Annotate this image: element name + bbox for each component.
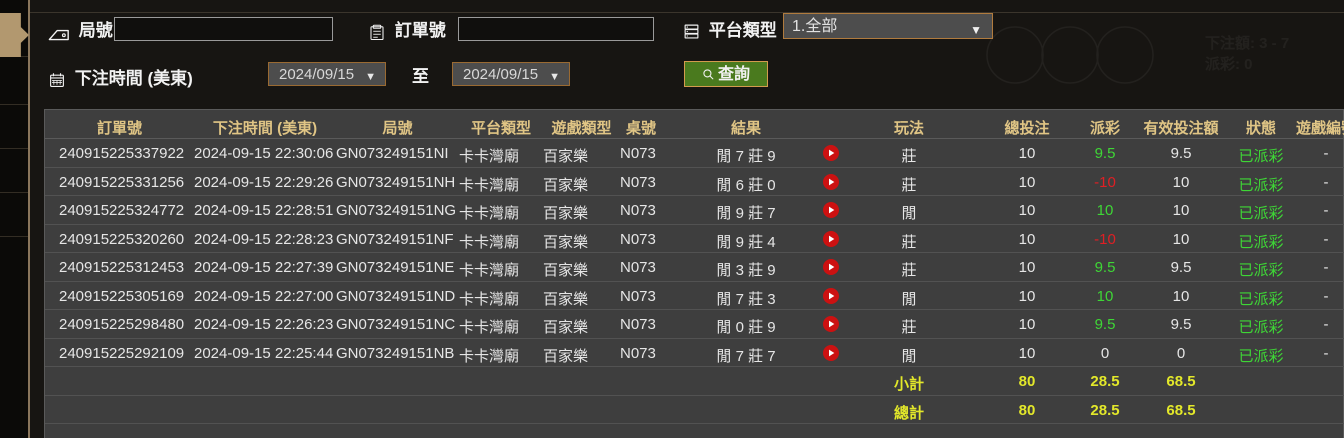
svg-text:下注額: 3 - 7: 下注額: 3 - 7: [1205, 34, 1289, 52]
svg-text:派彩: 0: 派彩: 0: [1205, 55, 1253, 73]
